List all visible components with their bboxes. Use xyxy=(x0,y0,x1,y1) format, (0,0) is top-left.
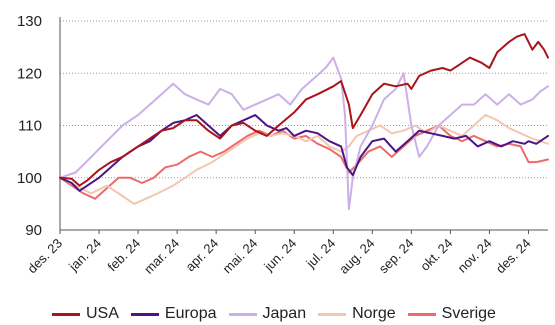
legend-item-japan: Japan xyxy=(228,305,307,323)
y-tick-label: 120 xyxy=(17,65,42,82)
x-tick-label: jul. 24 xyxy=(303,236,339,272)
series-line-norge xyxy=(59,114,549,205)
gridlines xyxy=(60,20,548,179)
x-tick-label: apr. 24 xyxy=(183,236,222,275)
x-tick-label: okt. 24 xyxy=(417,236,455,274)
y-tick-labels: 90 100 110 120 130 xyxy=(17,13,42,239)
legend-label: Sverige xyxy=(441,305,496,322)
legend: USA Europa Japan Norge Sverige xyxy=(52,303,508,325)
y-tick-label: 110 xyxy=(18,118,42,135)
line-chart: 90 100 110 120 130 des. 23 jan. 24 feb. 24mar.… xyxy=(17,13,549,277)
legend-item-europa: Europa xyxy=(130,305,217,323)
x-tick-label: jan. 24 xyxy=(65,236,104,275)
legend-label: Japan xyxy=(262,305,307,322)
legend-item-usa: USA xyxy=(52,305,119,323)
x-tick-label: mai. 24 xyxy=(220,236,261,277)
series-line-sverige xyxy=(59,124,549,200)
legend-swatch xyxy=(130,312,159,316)
x-tick-label: des. 23 xyxy=(24,236,65,277)
x-tick-label: des. 24 xyxy=(493,236,534,277)
y-tick-label: 130 xyxy=(17,13,42,30)
series-line-europa xyxy=(59,114,549,192)
legend-item-sverige: Sverige xyxy=(407,305,496,323)
axes xyxy=(59,17,548,234)
series-lines xyxy=(59,33,549,211)
legend-label: Norge xyxy=(352,305,396,322)
series-line-usa xyxy=(59,33,549,187)
legend-swatch xyxy=(318,312,347,316)
legend-item-norge: Norge xyxy=(318,305,396,323)
x-tick-label: sep. 24 xyxy=(376,236,417,277)
x-tick-label: mar. 24 xyxy=(141,236,182,277)
x-tick-label: jun. 24 xyxy=(260,236,299,275)
legend-label: Europa xyxy=(164,305,217,322)
x-tick-label: aug. 24 xyxy=(336,236,377,277)
x-tick-label: feb. 24 xyxy=(104,236,143,275)
legend-swatch xyxy=(407,312,436,316)
y-tick-label: 90 xyxy=(25,222,42,239)
legend-label: USA xyxy=(86,305,119,322)
series-line-japan xyxy=(59,56,549,211)
legend-swatch xyxy=(52,312,80,316)
x-tick-label: nov. 24 xyxy=(454,236,494,276)
y-tick-label: 100 xyxy=(17,170,42,187)
legend-swatch xyxy=(228,312,257,316)
